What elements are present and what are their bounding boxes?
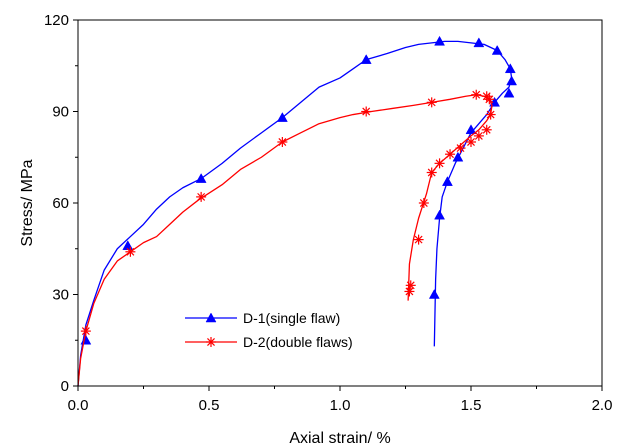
data-point bbox=[484, 94, 495, 105]
data-point bbox=[418, 198, 429, 208]
data-point bbox=[426, 167, 437, 178]
x-tick-label: 2.0 bbox=[592, 397, 613, 414]
data-point bbox=[434, 158, 445, 169]
x-tick-label: 0.5 bbox=[199, 397, 220, 414]
data-point bbox=[276, 112, 288, 122]
data-point bbox=[277, 137, 288, 147]
data-point bbox=[504, 63, 516, 74]
legend-marker bbox=[205, 312, 217, 323]
data-point bbox=[466, 137, 476, 147]
data-point bbox=[360, 54, 372, 64]
data-point bbox=[404, 286, 415, 297]
y-axis-title: Stress/ MPa bbox=[19, 159, 36, 246]
y-tick-label: 60 bbox=[52, 195, 69, 212]
data-point bbox=[471, 89, 482, 100]
data-point bbox=[503, 87, 515, 98]
y-tick-label: 30 bbox=[52, 287, 69, 304]
data-point bbox=[434, 35, 445, 46]
data-point bbox=[506, 75, 518, 86]
data-point bbox=[361, 106, 372, 117]
data-point bbox=[196, 191, 207, 202]
legend-item-1: D-1(single flaw) bbox=[185, 310, 340, 326]
data-point bbox=[485, 109, 496, 120]
data-point bbox=[428, 288, 440, 299]
series-2 bbox=[77, 89, 496, 387]
x-tick-label: 0.0 bbox=[68, 397, 89, 414]
data-point bbox=[491, 44, 503, 55]
data-point bbox=[80, 326, 91, 337]
x-axis-title: Axial strain/ % bbox=[289, 430, 390, 447]
legend-label: D-1(single flaw) bbox=[243, 310, 340, 326]
data-point bbox=[434, 209, 445, 220]
data-point bbox=[455, 143, 466, 154]
data-point bbox=[481, 124, 492, 135]
data-point bbox=[125, 246, 136, 257]
axes: 0.0 0.5 1.0 1.5 2.0 0 30 60 90 120 Axial strain/ %… bbox=[19, 12, 612, 447]
data-point bbox=[441, 176, 453, 186]
plot-frame bbox=[77, 19, 603, 387]
y-tick-label: 90 bbox=[52, 104, 69, 121]
data-point bbox=[473, 130, 484, 141]
data-point bbox=[405, 280, 416, 291]
legend-item-2: D-2(double flaws) bbox=[185, 334, 353, 350]
data-point bbox=[195, 173, 207, 183]
data-point bbox=[413, 234, 424, 245]
x-tick-label: 1.0 bbox=[330, 397, 351, 414]
plot-area bbox=[77, 35, 518, 387]
data-point bbox=[80, 334, 92, 345]
data-point bbox=[426, 97, 437, 108]
data-point bbox=[445, 149, 456, 160]
legend-label: D-2(double flaws) bbox=[243, 334, 353, 350]
data-point bbox=[452, 151, 464, 162]
x-tick-label: 1.5 bbox=[461, 397, 482, 414]
legend: D-1(single flaw) D-2(double flaws) bbox=[185, 310, 353, 350]
y-tick-label: 120 bbox=[44, 12, 69, 29]
y-tick-label: 0 bbox=[61, 378, 69, 395]
legend-marker bbox=[206, 337, 216, 347]
data-point bbox=[473, 37, 485, 48]
data-point bbox=[465, 124, 477, 135]
